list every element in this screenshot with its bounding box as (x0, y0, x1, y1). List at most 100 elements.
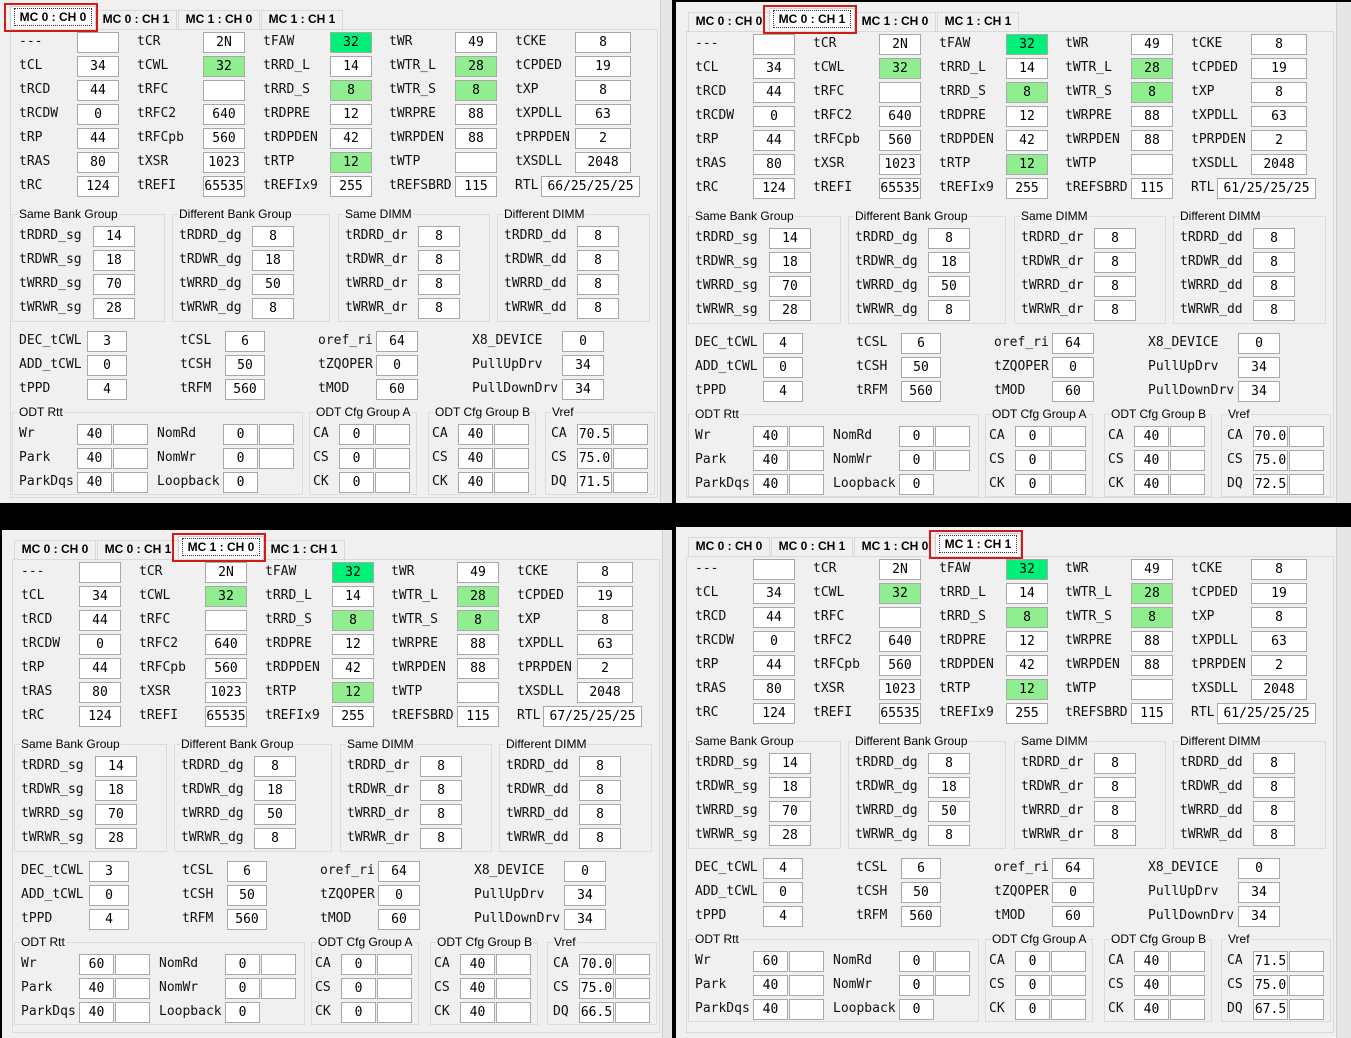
field-odt-park-secondary[interactable] (115, 978, 150, 999)
tab-mc-0-ch-1[interactable]: MC 0 : CH 1 (771, 537, 853, 556)
field-trefsbrd[interactable]: 115 (1131, 703, 1173, 724)
field-trdpden[interactable]: 42 (1006, 130, 1048, 151)
group-odt-cfg-b-field-secondary[interactable] (496, 1002, 531, 1023)
group-odt-cfg-a-field[interactable]: 0 (339, 424, 374, 445)
field-trfm[interactable]: 560 (901, 906, 941, 927)
field-trcdw[interactable]: 0 (79, 634, 121, 655)
field-txsdll[interactable]: 2048 (577, 682, 633, 703)
field-trdrd-dg[interactable]: 8 (928, 753, 970, 774)
field-tzqoper[interactable]: 0 (1052, 882, 1094, 903)
field-twrrd-dg[interactable]: 50 (254, 804, 296, 825)
group-vref-field[interactable]: 70.5 (577, 424, 612, 445)
field-twrrd-dg[interactable]: 50 (252, 274, 294, 295)
field-trefi[interactable]: 65535 (205, 706, 247, 727)
field-odt-loopback[interactable]: 0 (225, 1002, 260, 1023)
field-trefix9[interactable]: 255 (1006, 703, 1048, 724)
field-trdrd-dr[interactable]: 8 (420, 756, 462, 777)
field-tcsl[interactable]: 6 (225, 331, 265, 352)
field-trcd[interactable]: 44 (753, 607, 795, 628)
field--[interactable] (77, 32, 119, 53)
tab-mc-1-ch-0[interactable]: MC 1 : CH 0 (178, 10, 260, 29)
field-rtl[interactable]: 61/25/25/25 (1217, 703, 1316, 724)
group-vref-field[interactable]: 67.5 (1253, 999, 1288, 1020)
field-tprpden[interactable]: 2 (1251, 655, 1307, 676)
group-vref-field[interactable]: 71.5 (1253, 951, 1288, 972)
group-odt-cfg-b-field[interactable]: 40 (1134, 951, 1169, 972)
field-trefsbrd[interactable]: 115 (457, 706, 499, 727)
field-trdpden[interactable]: 42 (1006, 655, 1048, 676)
group-odt-cfg-b-field[interactable]: 40 (1134, 426, 1169, 447)
field-tfaw[interactable]: 32 (1006, 34, 1048, 55)
group-odt-cfg-a-field-secondary[interactable] (1051, 951, 1086, 972)
field-txpdll[interactable]: 63 (577, 634, 633, 655)
field-trefi[interactable]: 65535 (879, 178, 921, 199)
field-trtp[interactable]: 12 (332, 682, 374, 703)
field-twr[interactable]: 49 (455, 32, 497, 53)
field-tprpden[interactable]: 2 (1251, 130, 1307, 151)
field-trdrd-sg[interactable]: 14 (93, 226, 135, 247)
field-tras[interactable]: 80 (79, 682, 121, 703)
field-odt-nomwr[interactable]: 0 (899, 450, 934, 471)
group-odt-cfg-a-field[interactable]: 0 (1015, 999, 1050, 1020)
field-twtr-s[interactable]: 8 (1131, 82, 1173, 103)
field-tcsh[interactable]: 50 (901, 357, 941, 378)
field-trdwr-dg[interactable]: 18 (252, 250, 294, 271)
field-twrpre[interactable]: 88 (1131, 631, 1173, 652)
field-twrrd-dd[interactable]: 8 (579, 804, 621, 825)
field-trdwr-sg[interactable]: 18 (769, 777, 811, 798)
field-twrwr-dd[interactable]: 8 (577, 298, 619, 319)
group-odt-cfg-a-field[interactable]: 0 (341, 978, 376, 999)
field-odt-parkdqs-secondary[interactable] (115, 1002, 150, 1023)
field-twtp[interactable] (1131, 679, 1173, 700)
field-odt-wr-secondary[interactable] (789, 426, 824, 447)
field-txp[interactable]: 8 (1251, 82, 1307, 103)
field-twrwr-dd[interactable]: 8 (1253, 300, 1295, 321)
field-txsr[interactable]: 1023 (879, 154, 921, 175)
field-twrpden[interactable]: 88 (1131, 130, 1173, 151)
field-trdpden[interactable]: 42 (332, 658, 374, 679)
field-trdrd-dd[interactable]: 8 (579, 756, 621, 777)
field-pullupdrv[interactable]: 34 (562, 355, 604, 376)
field-trc[interactable]: 124 (77, 176, 119, 197)
field-add-tcwl[interactable]: 0 (87, 355, 127, 376)
field-twrwr-dr[interactable]: 8 (420, 828, 462, 849)
field-odt-parkdqs[interactable]: 40 (753, 474, 788, 495)
field-oref-ri[interactable]: 64 (1052, 333, 1094, 354)
field-txpdll[interactable]: 63 (575, 104, 631, 125)
group-odt-cfg-b-field[interactable]: 40 (460, 954, 495, 975)
field-odt-park[interactable]: 40 (753, 450, 788, 471)
field-trdwr-sg[interactable]: 18 (93, 250, 135, 271)
field-trfc[interactable] (879, 82, 921, 103)
field-pulldowndrv[interactable]: 34 (564, 909, 606, 930)
field-twrpden[interactable]: 88 (455, 128, 497, 149)
field-twrrd-sg[interactable]: 70 (95, 804, 137, 825)
group-odt-cfg-b-field[interactable]: 40 (460, 1002, 495, 1023)
group-odt-cfg-a-field-secondary[interactable] (375, 448, 410, 469)
field-tcr[interactable]: 2N (879, 559, 921, 580)
field-txsr[interactable]: 1023 (205, 682, 247, 703)
tab-mc-1-ch-0[interactable]: MC 1 : CH 0 (178, 536, 264, 559)
field-trfc2[interactable]: 640 (879, 631, 921, 652)
field-twrpre[interactable]: 88 (1131, 106, 1173, 127)
field-tcsh[interactable]: 50 (227, 885, 267, 906)
field-tprpden[interactable]: 2 (575, 128, 631, 149)
group-vref-field-secondary[interactable] (1289, 450, 1324, 471)
group-vref-field[interactable]: 66.5 (579, 1002, 614, 1023)
field-trtp[interactable]: 12 (1006, 154, 1048, 175)
field-twrrd-sg[interactable]: 70 (93, 274, 135, 295)
field-trdwr-sg[interactable]: 18 (95, 780, 137, 801)
field-trdwr-dd[interactable]: 8 (579, 780, 621, 801)
field-trdpre[interactable]: 12 (1006, 106, 1048, 127)
field-trcdw[interactable]: 0 (753, 106, 795, 127)
field-trdpden[interactable]: 42 (330, 128, 372, 149)
field-twrwr-dg[interactable]: 8 (928, 825, 970, 846)
field-twrrd-dd[interactable]: 8 (1253, 801, 1295, 822)
field-trfcpb[interactable]: 560 (203, 128, 245, 149)
field-odt-nomrd-secondary[interactable] (935, 426, 970, 447)
field-tprpden[interactable]: 2 (577, 658, 633, 679)
field-trcd[interactable]: 44 (79, 610, 121, 631)
field-dec-tcwl[interactable]: 3 (89, 861, 129, 882)
field-trp[interactable]: 44 (753, 655, 795, 676)
field-odt-parkdqs[interactable]: 40 (79, 1002, 114, 1023)
field-tcl[interactable]: 34 (79, 586, 121, 607)
